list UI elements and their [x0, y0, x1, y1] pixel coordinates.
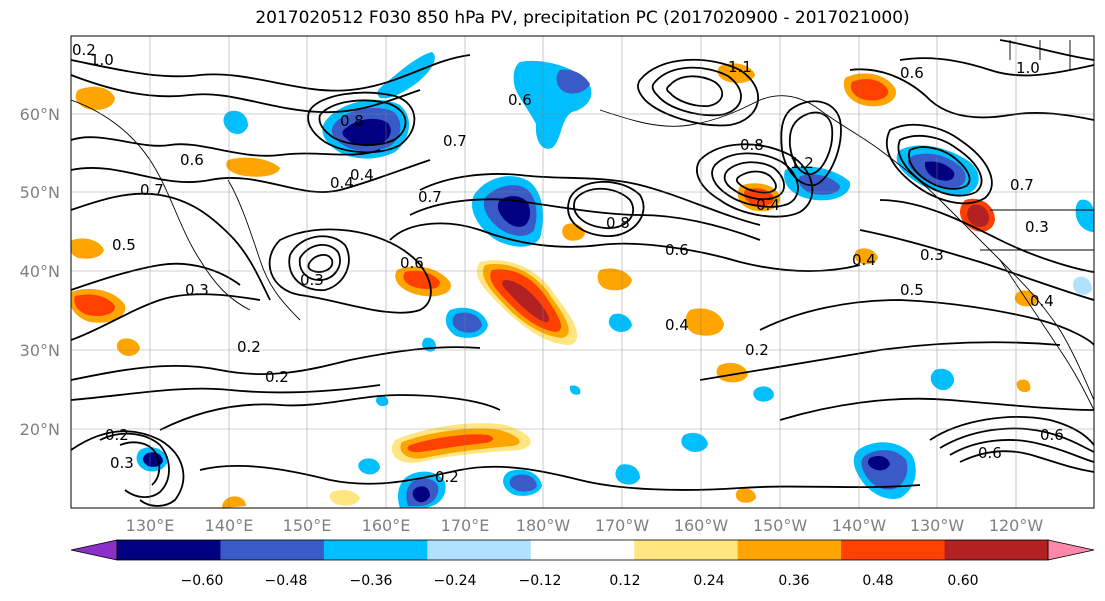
contour-label: 0.7 — [140, 181, 164, 199]
lon-label-130e: 130°E — [126, 516, 175, 535]
contour-label: 0.7 — [1010, 176, 1034, 194]
contour-label: 0.3 — [110, 454, 134, 472]
colorbar-segment — [427, 540, 532, 560]
contour-label: 0.3 — [185, 281, 209, 299]
lat-label-60n: 60°N — [20, 105, 60, 124]
contour-label: 1.1 — [728, 58, 752, 76]
gridlines — [71, 36, 1094, 508]
lat-label-50n: 50°N — [20, 183, 60, 202]
contour-label: 0.2 — [745, 341, 769, 359]
contour-label: 0.7 — [418, 188, 442, 206]
colorbar-extend-left — [70, 539, 118, 561]
contour-label: 0.4 — [756, 196, 780, 214]
contour-label: 0.6 — [978, 444, 1002, 462]
lat-label-20n: 20°N — [20, 420, 60, 439]
contour-label: 0.3 — [920, 246, 944, 264]
colorbar-tick-label: 0.36 — [778, 573, 809, 589]
latitude-labels: 60°N 50°N 40°N 30°N 20°N — [20, 105, 60, 439]
contour-label: 0.7 — [443, 132, 467, 150]
contour-label: 0.4 — [665, 316, 689, 334]
colorbar-segment — [737, 540, 842, 560]
contour-label: 0.6 — [400, 254, 424, 272]
contour-label: 0.2 — [72, 41, 96, 59]
colorbar-segment — [634, 540, 739, 560]
contour-label: 0.6 — [508, 91, 532, 109]
map-title: 2017020512 F030 850 hPa PV, precipitatio… — [255, 8, 910, 28]
colorbar-tick-label: 0.24 — [693, 573, 724, 589]
colorbar-segment — [220, 540, 325, 560]
contour-label: 0.2 — [435, 468, 459, 486]
colorbar-tick-label: 0.60 — [947, 573, 978, 589]
colorbar-segment — [323, 540, 428, 560]
colorbar-tick-label: −0.24 — [434, 573, 477, 589]
lon-label-160e: 160°E — [362, 516, 411, 535]
lon-label-120w: 120°W — [989, 516, 1044, 535]
contour-label: 0.2 — [237, 338, 261, 356]
lat-label-40n: 40°N — [20, 262, 60, 281]
contour-label: 0.6 — [180, 151, 204, 169]
contour-label: 0.8 — [740, 136, 764, 154]
longitude-labels: 130°E 140°E 150°E 160°E 170°E 180°W 170°… — [126, 516, 1044, 535]
contour-label: 0.3 — [1025, 218, 1049, 236]
coastlines — [71, 40, 1094, 411]
contour-label: 0.5 — [900, 281, 924, 299]
colorbar-segment — [841, 540, 946, 560]
lat-label-30n: 30°N — [20, 341, 60, 360]
colorbar-tick-label: −0.60 — [181, 573, 224, 589]
lon-label-160w: 160°W — [674, 516, 729, 535]
precipitation-shading — [71, 52, 1094, 508]
lon-label-140w: 140°W — [832, 516, 887, 535]
contour-label: 0.8 — [340, 112, 364, 130]
lon-label-180w: 180°W — [516, 516, 571, 535]
contour-label: 0.6 — [665, 241, 689, 259]
contour-label: 0.4 — [852, 251, 876, 269]
contour-label: 0.3 — [300, 271, 324, 289]
lon-label-140e: 140°E — [205, 516, 254, 535]
contour-label: 0.8 — [606, 214, 630, 232]
contour-labels: 0.8 0.7 0.7 0.6 0.6 0.8 0.6 0.5 0.4 0.3 … — [72, 41, 1064, 486]
contour-label: 0.6 — [900, 64, 924, 82]
lon-label-170e: 170°E — [441, 516, 490, 535]
lon-label-150e: 150°E — [283, 516, 332, 535]
colorbar-tick-label: −0.36 — [350, 573, 393, 589]
lon-label-150w: 150°W — [753, 516, 808, 535]
contour-label: 0.2 — [105, 426, 129, 444]
colorbar-tick-label: −0.12 — [519, 573, 562, 589]
colorbar: −0.60 −0.48 −0.36 −0.24 −0.12 0.12 0.24 … — [70, 539, 1095, 589]
colorbar-tick-label: −0.48 — [265, 573, 308, 589]
contour-label: 0.6 — [1040, 426, 1064, 444]
contour-label: 0.4 — [350, 166, 374, 184]
contour-label: 1.0 — [90, 51, 114, 69]
colorbar-tick-label: 0.12 — [609, 573, 640, 589]
colorbar-segment — [117, 540, 221, 560]
contour-label: 0.4 — [1030, 292, 1054, 310]
contour-label: 0.2 — [265, 368, 289, 386]
contour-label: 0.4 — [330, 174, 354, 192]
colorbar-segment — [530, 540, 635, 560]
contour-label: 1.0 — [1016, 59, 1040, 77]
lon-label-170w: 170°W — [595, 516, 650, 535]
map-frame — [70, 35, 1095, 509]
contour-label: 0.5 — [112, 236, 136, 254]
colorbar-tick-label: 0.48 — [862, 573, 893, 589]
contour-label: 1.2 — [790, 154, 814, 172]
lon-label-130w: 130°W — [910, 516, 965, 535]
colorbar-segment — [944, 540, 1049, 560]
colorbar-extend-right — [1047, 539, 1095, 561]
colorbar-frame — [116, 539, 1049, 561]
